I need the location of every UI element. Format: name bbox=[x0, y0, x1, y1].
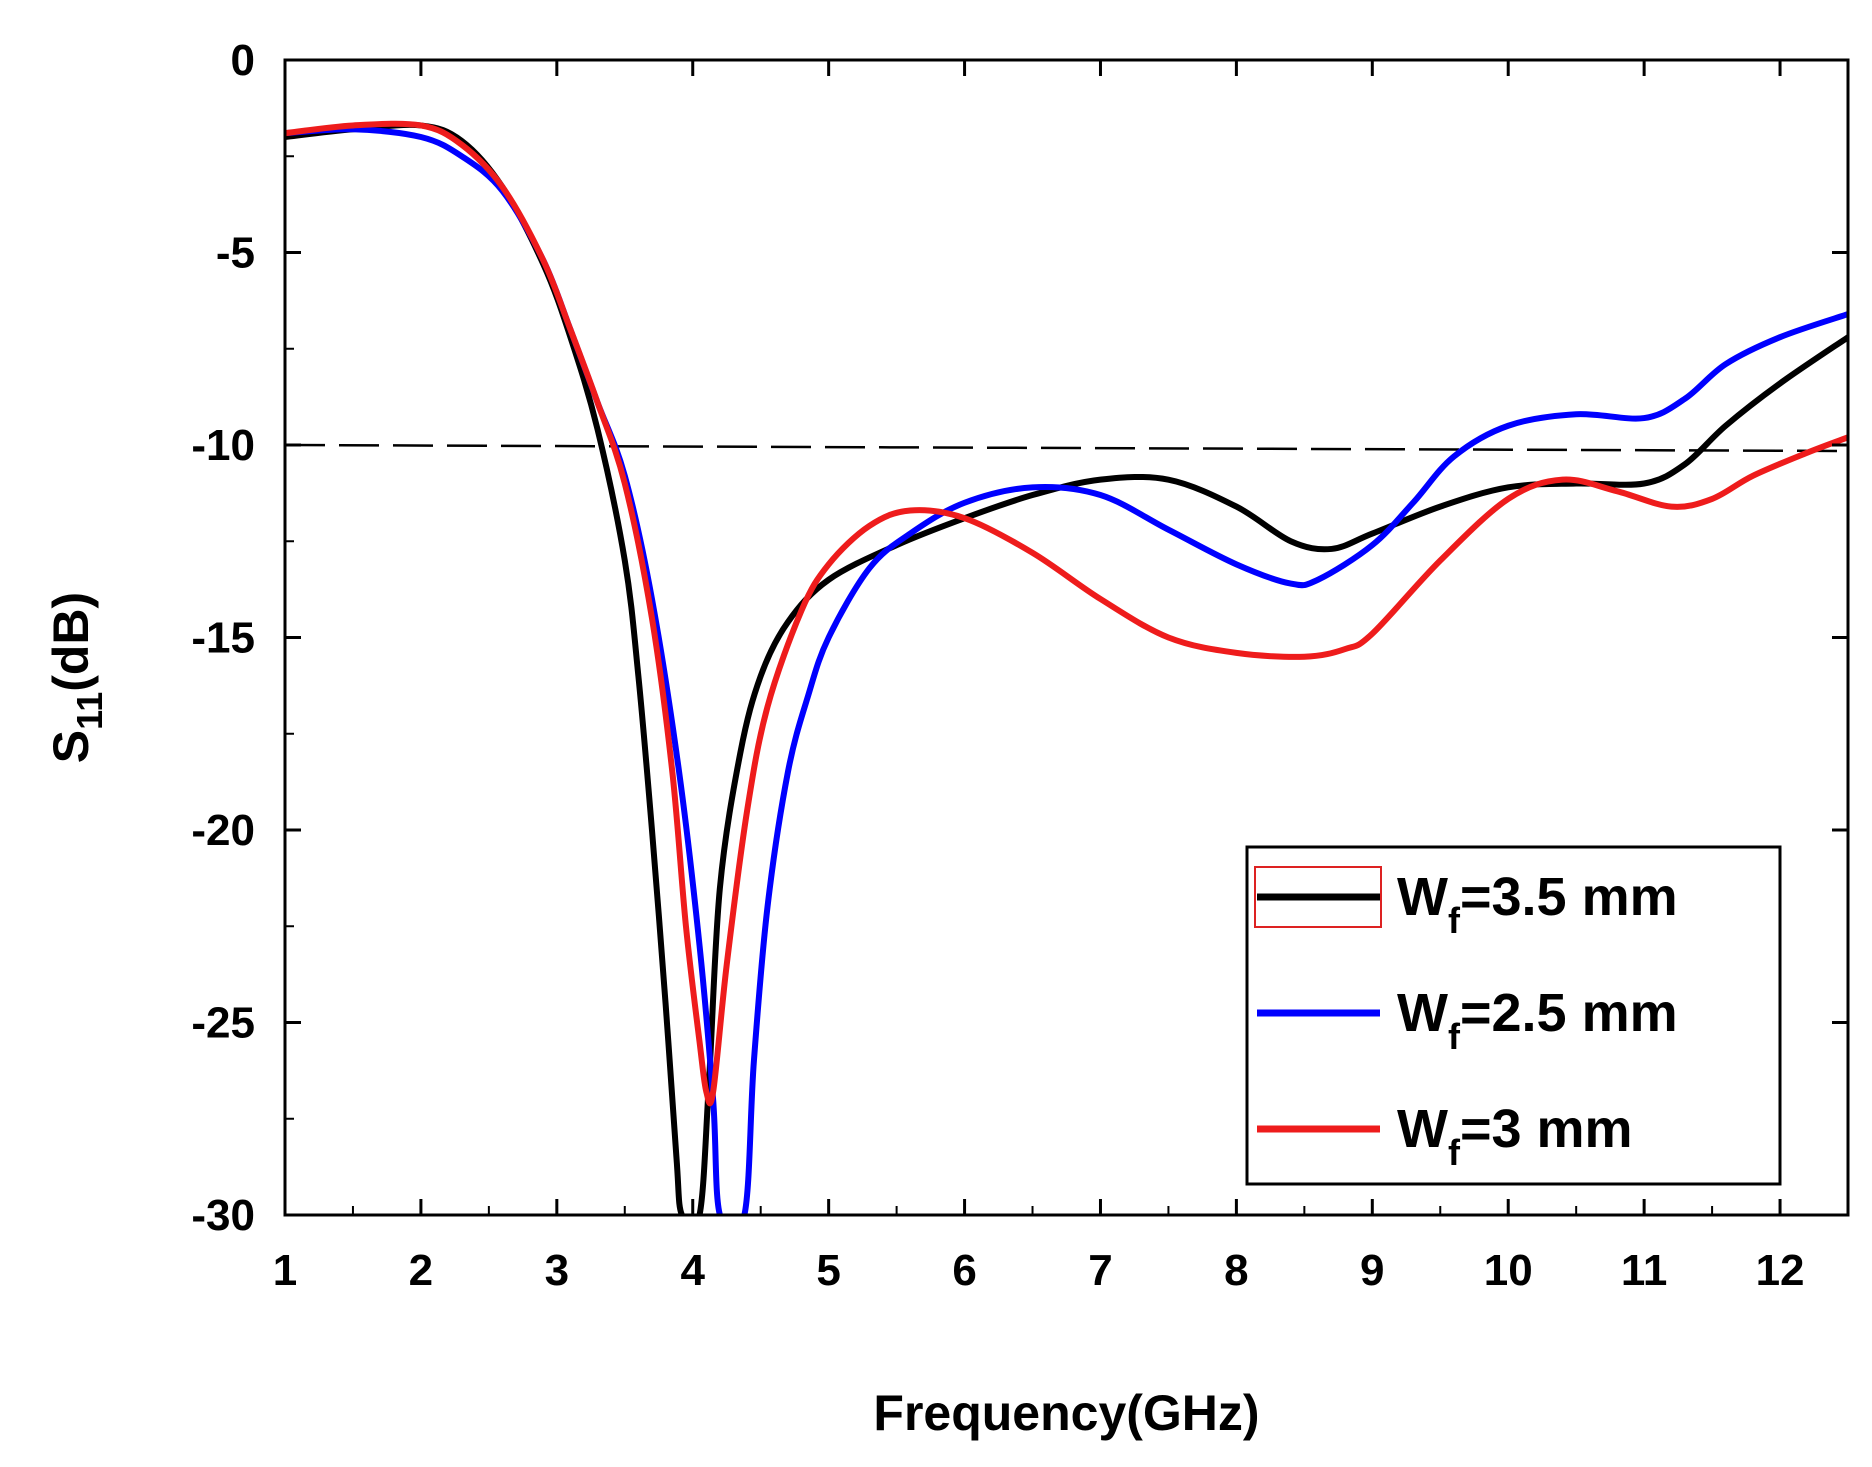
x-tick-label: 5 bbox=[816, 1246, 840, 1295]
x-tick-label: 11 bbox=[1621, 1246, 1668, 1295]
legend-item-1: Wf=3.5 mm bbox=[1257, 867, 1678, 941]
ticks-layer: 1 2 3 4 5 6 7 8 9 10 11 120-5-10-15-20-25-30 bbox=[191, 36, 1848, 1295]
legend-item-3: Wf=3 mm bbox=[1257, 1099, 1633, 1173]
reference-line-layer bbox=[284, 443, 1849, 453]
x-tick-label: 12 bbox=[1756, 1246, 1805, 1295]
y-tick-label: -5 bbox=[216, 229, 255, 278]
y-tick-label: 0 bbox=[231, 36, 255, 85]
y-tick-label: -30 bbox=[191, 1191, 255, 1240]
y-tick-label: -15 bbox=[191, 614, 255, 663]
y-axis-title: S11(dB) bbox=[43, 592, 110, 763]
x-axis-title: Frequency(GHz) bbox=[873, 1385, 1259, 1441]
series-line-3 bbox=[285, 120, 1848, 1107]
y-tick-label: -10 bbox=[191, 421, 255, 470]
series-layer bbox=[285, 120, 1848, 1215]
x-tick-label: 1 bbox=[273, 1246, 297, 1295]
x-tick-label: 10 bbox=[1484, 1246, 1533, 1295]
reference-line-minus-10db bbox=[284, 443, 1849, 453]
x-tick-label: 9 bbox=[1360, 1246, 1384, 1295]
x-tick-label: 2 bbox=[409, 1246, 433, 1295]
y-tick-label: -25 bbox=[191, 999, 255, 1048]
legend: Wf=3.5 mm Wf=2.5 mm Wf=3 mm bbox=[1245, 845, 1782, 1186]
legend-selection-marker bbox=[1254, 866, 1382, 928]
legend-item-2: Wf=2.5 mm bbox=[1257, 983, 1678, 1057]
y-axis-title-main: S bbox=[43, 730, 99, 763]
x-tick-label: 6 bbox=[952, 1246, 976, 1295]
legend-label: Wf=2.5 mm bbox=[1397, 983, 1678, 1057]
y-axis-title-subscript: 11 bbox=[69, 692, 110, 730]
series-line-1 bbox=[285, 121, 1848, 1215]
x-tick-label: 7 bbox=[1088, 1246, 1112, 1295]
x-tick-label: 4 bbox=[680, 1246, 705, 1295]
y-tick-label: -20 bbox=[191, 806, 255, 855]
x-tick-label: 3 bbox=[545, 1246, 569, 1295]
x-tick-label: 8 bbox=[1224, 1246, 1248, 1295]
legend-label: Wf=3.5 mm bbox=[1397, 867, 1678, 941]
legend-label: Wf=3 mm bbox=[1397, 1099, 1633, 1173]
y-axis-title-unit: (dB) bbox=[43, 592, 99, 692]
